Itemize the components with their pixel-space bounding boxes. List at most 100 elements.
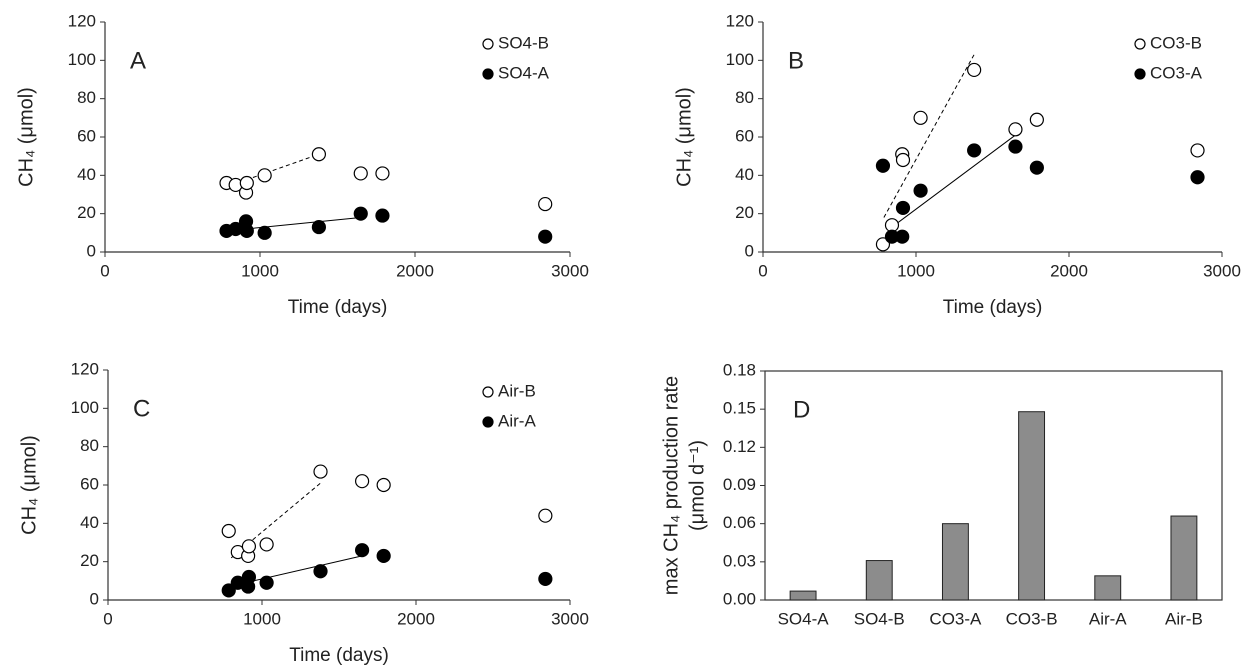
y-tick-label: 0 [87, 241, 96, 260]
x-tick-label: 1000 [243, 609, 281, 628]
point [895, 229, 910, 244]
point [1008, 139, 1023, 154]
y-tick-label: 120 [71, 359, 99, 378]
bar [1170, 515, 1198, 601]
point [538, 196, 553, 212]
legend-marker [482, 386, 494, 398]
y-tick-label: 40 [735, 165, 754, 184]
y-tick-label: 100 [726, 50, 754, 69]
bar [865, 560, 893, 601]
x-tick-label: Air-A [1089, 609, 1127, 628]
legend-marker [482, 68, 494, 80]
point [375, 208, 390, 223]
x-tick-label: 0 [758, 261, 767, 280]
x-tick-label: CO3-B [1006, 609, 1058, 628]
point [913, 110, 928, 125]
point [221, 583, 236, 598]
panel-label: A [130, 47, 146, 74]
panel-label: C [133, 395, 150, 422]
y-tick-label: 20 [735, 203, 754, 222]
x-tick-label: 3000 [1203, 261, 1241, 280]
legend-marker [1134, 68, 1146, 80]
point [1190, 170, 1205, 185]
y-tick-label: 60 [735, 126, 754, 145]
y-axis-label: CH₄ (μmol) [673, 87, 695, 187]
point [355, 543, 370, 558]
y-tick-label: 0.15 [723, 399, 756, 418]
point [875, 158, 891, 173]
trend-line [883, 54, 975, 218]
y-tick-label: 0.18 [723, 360, 756, 379]
point [353, 166, 368, 181]
point [376, 548, 391, 564]
legend-label: CO3-A [1150, 63, 1203, 82]
y-axis-label: (μmol d⁻¹) [686, 440, 708, 531]
y-tick-label: 0 [745, 241, 754, 260]
x-tick-label: 0 [100, 261, 109, 280]
point [257, 168, 272, 183]
y-tick-label: 0.09 [723, 475, 756, 494]
y-axis-label: CH₄ (μmol) [18, 435, 40, 535]
panel-label: B [788, 47, 804, 74]
plot-frame [764, 370, 1223, 601]
legend-label: CO3-B [1150, 33, 1202, 52]
point [538, 571, 553, 587]
bar [941, 523, 969, 601]
y-tick-label: 0.06 [723, 513, 756, 532]
y-axis-label: CH₄ (μmol) [15, 87, 37, 187]
point [967, 143, 982, 158]
point [1190, 143, 1205, 158]
y-tick-label: 100 [71, 398, 99, 417]
y-tick-label: 80 [77, 88, 96, 107]
x-tick-label: 3000 [551, 261, 589, 280]
point [895, 152, 911, 168]
y-tick-label: 40 [80, 513, 99, 532]
point [313, 564, 328, 579]
point [241, 539, 257, 554]
point [221, 523, 236, 539]
x-tick-label: SO4-A [778, 609, 830, 628]
point [1029, 160, 1044, 175]
x-tick-label: 2000 [396, 261, 434, 280]
point [376, 477, 391, 493]
point [259, 537, 274, 552]
legend-marker [482, 38, 494, 50]
y-tick-label: 40 [77, 165, 96, 184]
x-tick-label: 1000 [897, 261, 935, 280]
x-tick-label: 3000 [551, 609, 589, 628]
x-tick-label: 0 [103, 609, 112, 628]
bar [789, 590, 817, 601]
x-tick-label: SO4-B [854, 609, 905, 628]
point [538, 508, 553, 523]
x-axis-label: Time (days) [289, 645, 389, 666]
point [967, 62, 982, 78]
y-tick-label: 0 [90, 589, 99, 608]
y-tick-label: 120 [726, 11, 754, 30]
trend-line [230, 482, 321, 559]
axes [104, 22, 570, 253]
trend-line [891, 134, 1016, 228]
point [355, 474, 370, 489]
y-tick-label: 20 [77, 203, 96, 222]
point [239, 223, 254, 239]
legend-marker [482, 416, 494, 428]
bar [1018, 411, 1046, 601]
x-tick-label: CO3-A [929, 609, 982, 628]
y-tick-label: 80 [80, 436, 99, 455]
y-tick-label: 100 [68, 50, 96, 69]
point [1008, 122, 1023, 137]
point [913, 183, 928, 198]
y-axis-label: max CH₄ production rate [660, 376, 682, 595]
y-tick-label: 20 [80, 551, 99, 570]
panel-label: D [793, 396, 810, 423]
point [311, 147, 326, 162]
x-axis-label: Time (days) [288, 297, 388, 318]
legend-label: Air-A [498, 411, 536, 430]
y-tick-label: 80 [735, 88, 754, 107]
point [313, 464, 328, 479]
legend-label: Air-B [498, 381, 536, 400]
point [875, 237, 891, 252]
x-tick-label: 2000 [397, 609, 435, 628]
